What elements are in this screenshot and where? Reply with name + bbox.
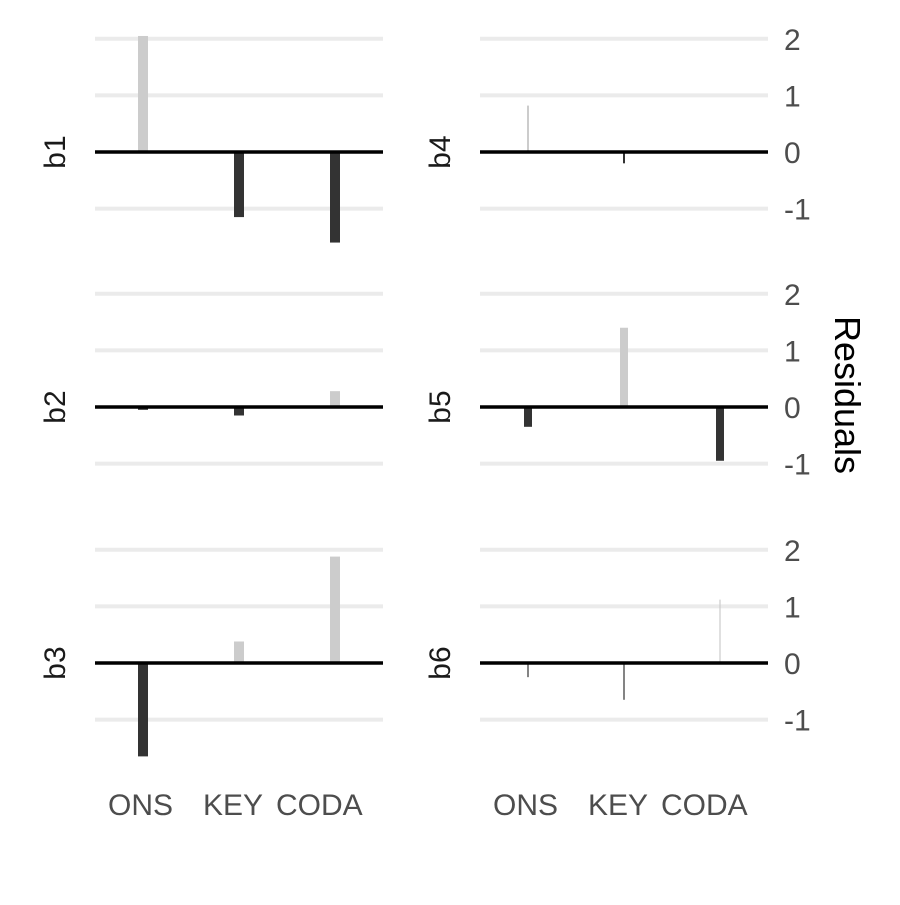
y-tick-label-b6-0: 0 bbox=[784, 648, 801, 681]
y-tick-label-b6--1: -1 bbox=[784, 705, 811, 738]
bar-b5-ONS bbox=[524, 407, 532, 427]
y-tick-label-b4--1: -1 bbox=[784, 194, 811, 227]
bar-b3-KEY bbox=[234, 641, 244, 663]
bar-b1-ONS bbox=[138, 35, 148, 152]
facet-label-b2: b2 bbox=[39, 390, 72, 423]
y-tick-label-b6-2: 2 bbox=[784, 535, 801, 568]
facet-panel-b6: b6 -1 0 1 2 bbox=[424, 535, 811, 738]
bar-b3-CODA bbox=[330, 556, 340, 663]
bar-b6-ONS bbox=[527, 663, 529, 678]
bar-b6-KEY bbox=[623, 663, 625, 700]
y-axis-title: Residuals bbox=[827, 316, 868, 474]
y-tick-label-b4-1: 1 bbox=[784, 80, 801, 113]
bar-b1-CODA bbox=[330, 152, 340, 243]
facet-label-b1: b1 bbox=[39, 135, 72, 168]
facet-panel-b5: b5 -1 0 1 2 bbox=[424, 279, 811, 482]
bar-b1-KEY bbox=[234, 152, 244, 218]
y-tick-label-b5--1: -1 bbox=[784, 449, 811, 482]
y-tick-label-b5-0: 0 bbox=[784, 392, 801, 425]
bar-b2-KEY bbox=[234, 407, 244, 416]
y-tick-label-b4-2: 2 bbox=[784, 24, 801, 57]
facet-label-b5: b5 bbox=[424, 390, 457, 423]
x-tick-label-CODA-col1: CODA bbox=[276, 789, 363, 822]
y-tick-label-b4-0: 0 bbox=[784, 137, 801, 170]
x-tick-label-CODA-col2: CODA bbox=[661, 789, 748, 822]
bar-b5-CODA bbox=[716, 407, 724, 461]
facet-panel-b4: b4 -1 0 1 2 bbox=[424, 24, 811, 227]
bar-b2-CODA bbox=[330, 391, 340, 407]
facet-label-b6: b6 bbox=[424, 646, 457, 679]
facet-label-b4: b4 bbox=[424, 135, 457, 168]
y-tick-label-b5-1: 1 bbox=[784, 335, 801, 368]
x-tick-label-KEY-col1: KEY bbox=[203, 789, 263, 822]
bar-b4-ONS bbox=[527, 105, 529, 152]
bar-b5-KEY bbox=[620, 327, 628, 407]
facet-label-b3: b3 bbox=[39, 646, 72, 679]
facet-panel-b3: b3 bbox=[39, 547, 383, 757]
bar-b4-KEY bbox=[623, 152, 625, 164]
facet-panel-b1: b1 bbox=[39, 35, 383, 243]
bar-b3-ONS bbox=[138, 663, 148, 757]
y-tick-label-b6-1: 1 bbox=[784, 591, 801, 624]
x-tick-label-ONS-col1: ONS bbox=[108, 789, 173, 822]
bar-b6-CODA bbox=[719, 599, 721, 663]
x-tick-label-KEY-col2: KEY bbox=[588, 789, 648, 822]
y-tick-label-b5-2: 2 bbox=[784, 279, 801, 312]
x-tick-label-ONS-col2: ONS bbox=[493, 789, 558, 822]
facet-panel-b2: b2 bbox=[39, 291, 383, 466]
